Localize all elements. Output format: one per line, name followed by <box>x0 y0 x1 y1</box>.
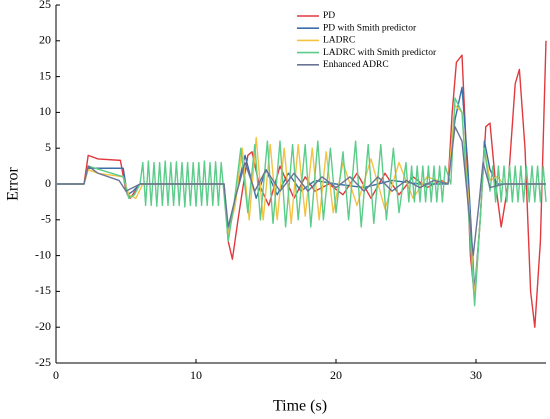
y-tick-label: -25 <box>35 355 51 369</box>
y-tick-label: -10 <box>35 247 51 261</box>
x-tick-label: 20 <box>330 368 342 382</box>
legend-label: LADRC <box>323 36 355 46</box>
y-tick-label: -15 <box>35 283 51 297</box>
y-axis-label: Error <box>5 166 22 200</box>
x-tick-label: 0 <box>53 368 59 382</box>
y-tick-label: 0 <box>45 176 51 190</box>
legend-label: Enhanced ADRC <box>323 60 389 70</box>
legend-label: PD with Smith predictor <box>323 23 417 33</box>
x-axis-label: Time (s) <box>273 398 327 415</box>
x-tick-label: 30 <box>470 368 482 382</box>
y-tick-label: 20 <box>39 33 51 47</box>
series-line <box>56 97 547 307</box>
y-tick-label: 10 <box>39 104 51 118</box>
y-tick-label: 5 <box>45 140 51 154</box>
y-tick-label: 25 <box>39 0 51 11</box>
y-tick-label: 15 <box>39 68 51 82</box>
y-tick-label: -20 <box>35 319 51 333</box>
legend-label: LADRC with Smith predictor <box>323 48 437 58</box>
series-line <box>56 126 546 257</box>
y-tick-label: -5 <box>41 212 51 226</box>
legend-label: PD <box>323 11 335 21</box>
x-tick-label: 10 <box>190 368 202 382</box>
